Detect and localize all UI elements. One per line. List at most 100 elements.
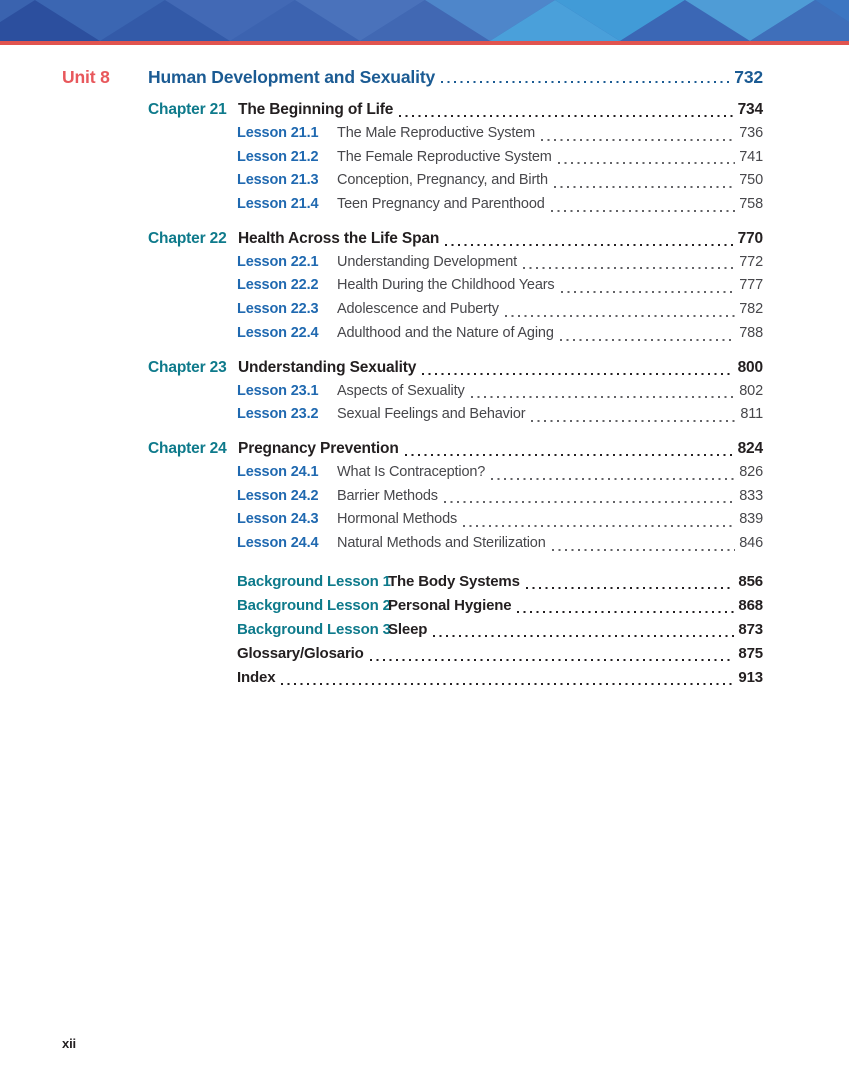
chapter-title: The Beginning of Life — [238, 101, 394, 118]
toc-reference-row: Index 913 — [237, 665, 763, 690]
toc-lessons: Lesson 24.1 What Is Contraception? 826 L… — [62, 460, 763, 556]
toc-backmatter: Background Lesson 1 The Body Systems 856… — [62, 569, 763, 690]
chapter-label: Chapter 22 — [148, 229, 227, 247]
lesson-page-number: 758 — [739, 196, 763, 213]
lesson-page-number: 750 — [739, 172, 763, 189]
chapter-title: Pregnancy Prevention — [238, 439, 399, 457]
header-red-rule — [0, 41, 849, 45]
lesson-label: Lesson 22.4 — [237, 324, 319, 341]
lesson-title: Natural Methods and Sterilization — [337, 534, 546, 551]
toc-lesson-row: Lesson 24.1 What Is Contraception? 826 — [237, 460, 763, 485]
dot-leader — [553, 169, 736, 194]
toc-chapter-block: Chapter 24 Pregnancy Prevention 824 Less… — [62, 436, 764, 556]
toc-lesson-row: Lesson 23.1 Aspects of Sexuality 802 — [237, 379, 763, 404]
header-banner — [0, 0, 849, 41]
dot-leader — [422, 355, 734, 380]
toc-chapters: Chapter 21 The Beginning of Life 734 Les… — [62, 98, 763, 556]
chapter-title: Health Across the Life Span — [238, 229, 440, 247]
backmatter-page-number: 856 — [738, 572, 763, 590]
lesson-label: Lesson 22.1 — [237, 253, 319, 270]
reference-page-number: 913 — [738, 668, 763, 686]
dot-leader — [281, 665, 735, 690]
table-of-contents: Unit 8 Human Development and Sexuality 7… — [0, 45, 849, 690]
toc-chapter-row: Chapter 23 Understanding Sexuality 800 — [148, 355, 764, 380]
toc-lesson-row: Lesson 21.3 Conception, Pregnancy, and B… — [237, 169, 763, 194]
dot-leader — [517, 593, 735, 618]
dot-leader — [523, 250, 736, 275]
toc-lesson-row: Lesson 21.1 The Male Reproductive System… — [237, 122, 763, 146]
chapter-title: Understanding Sexuality — [238, 358, 417, 376]
toc-lessons: Lesson 22.1 Understanding Development 77… — [62, 250, 763, 346]
lesson-title: The Male Reproductive System — [337, 125, 536, 141]
lesson-title: Health During the Childhood Years — [337, 277, 555, 294]
reference-page-number: 875 — [738, 644, 763, 662]
lesson-label: Lesson 22.2 — [237, 277, 319, 294]
toc-chapter-block: Chapter 22 Health Across the Life Span 7… — [62, 226, 764, 346]
lesson-page-number: 772 — [739, 253, 763, 270]
chapter-page-number: 800 — [737, 358, 764, 376]
dot-leader — [504, 298, 736, 322]
toc-lesson-row: Lesson 21.2 The Female Reproductive Syst… — [237, 145, 763, 170]
lesson-title: Aspects of Sexuality — [337, 382, 465, 399]
lesson-label: Lesson 21.3 — [237, 172, 319, 189]
chapter-label: Chapter 24 — [148, 439, 227, 457]
toc-lesson-row: Lesson 22.3 Adolescence and Puberty 782 — [237, 298, 763, 322]
dot-leader — [559, 321, 736, 346]
unit-label: Unit 8 — [62, 67, 110, 87]
lesson-page-number: 826 — [739, 463, 763, 480]
toc-unit-row: Unit 8 Human Development and Sexuality 7… — [62, 66, 763, 88]
lesson-label: Lesson 24.3 — [237, 511, 319, 528]
unit-page-number: 732 — [734, 67, 763, 87]
lesson-label: Lesson 24.2 — [237, 487, 319, 504]
toc-lesson-row: Lesson 21.4 Teen Pregnancy and Parenthoo… — [237, 193, 763, 217]
dot-leader — [369, 641, 735, 666]
backmatter-page-number: 868 — [738, 596, 763, 614]
lesson-page-number: 782 — [739, 301, 763, 318]
lesson-title: Adulthood and the Nature of Aging — [337, 324, 554, 341]
dot-leader — [557, 145, 736, 170]
lesson-label: Lesson 23.2 — [237, 406, 319, 423]
lesson-page-number: 741 — [739, 148, 763, 165]
backmatter-title: The Body Systems — [388, 572, 520, 590]
lesson-label: Lesson 24.4 — [237, 534, 319, 551]
header-banner-graphic — [0, 0, 849, 41]
chapter-page-number: 824 — [737, 439, 764, 457]
lesson-title: Understanding Development — [337, 253, 518, 270]
dot-leader — [491, 460, 736, 485]
toc-backmatter-row: Background Lesson 1 The Body Systems 856 — [237, 569, 763, 594]
toc-chapter-row: Chapter 24 Pregnancy Prevention 824 — [148, 436, 764, 461]
toc-lessons: Lesson 21.1 The Male Reproductive System… — [62, 122, 763, 217]
backmatter-label: Background Lesson 3 — [237, 620, 391, 638]
chapter-page-number: 770 — [737, 229, 764, 247]
lesson-label: Lesson 23.1 — [237, 382, 319, 399]
dot-leader — [470, 379, 736, 404]
lesson-page-number: 811 — [740, 406, 763, 423]
lesson-title: Hormonal Methods — [337, 511, 458, 528]
lesson-title: Conception, Pregnancy, and Birth — [337, 172, 548, 189]
lesson-label: Lesson 22.3 — [237, 301, 319, 318]
lesson-page-number: 846 — [739, 534, 763, 551]
backmatter-label: Background Lesson 1 — [237, 572, 391, 590]
lesson-title: What Is Contraception? — [337, 463, 486, 480]
lesson-label: Lesson 24.1 — [237, 463, 319, 480]
dot-leader — [441, 66, 731, 88]
dot-leader — [443, 484, 736, 509]
dot-leader — [541, 122, 736, 146]
dot-leader — [433, 617, 735, 642]
dot-leader — [531, 403, 737, 427]
toc-reference-row: Glossary/Glosario 875 — [237, 641, 763, 666]
toc-lesson-row: Lesson 24.3 Hormonal Methods 839 — [237, 508, 763, 532]
toc-backmatter-row: Background Lesson 2 Personal Hygiene 868 — [237, 593, 763, 618]
toc-lessons: Lesson 23.1 Aspects of Sexuality 802 Les… — [62, 379, 763, 427]
toc-lesson-row: Lesson 22.2 Health During the Childhood … — [237, 274, 763, 299]
unit-title: Human Development and Sexuality — [148, 67, 436, 87]
lesson-title: Adolescence and Puberty — [337, 301, 499, 318]
chapter-page-number: 734 — [737, 101, 764, 118]
toc-lesson-row: Lesson 24.4 Natural Methods and Steriliz… — [237, 531, 763, 556]
toc-lesson-row: Lesson 24.2 Barrier Methods 833 — [237, 484, 763, 509]
dot-leader — [445, 226, 734, 251]
toc-lesson-row: Lesson 22.1 Understanding Development 77… — [237, 250, 763, 275]
toc-backmatter-row: Background Lesson 3 Sleep 873 — [237, 617, 763, 642]
reference-title: Glossary/Glosario — [237, 644, 364, 662]
chapter-label: Chapter 21 — [148, 101, 227, 118]
